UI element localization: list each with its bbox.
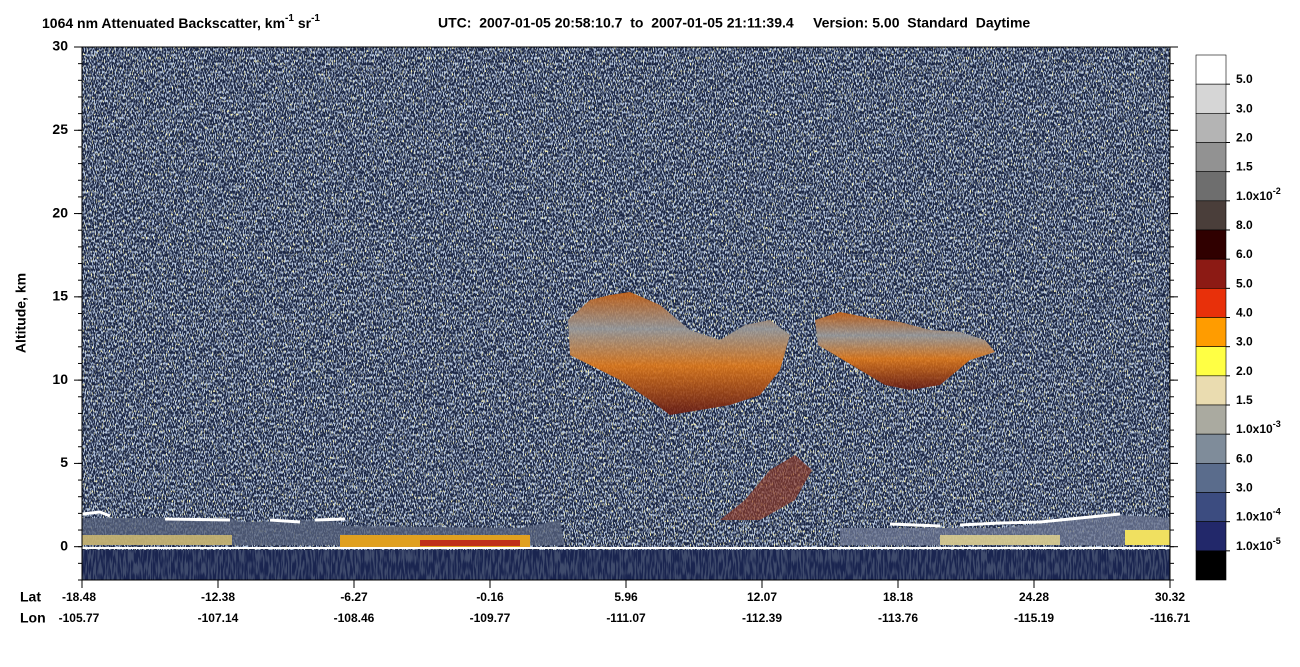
x-prefix: Lon bbox=[20, 610, 46, 626]
lon-tick-label: -115.19 bbox=[1014, 611, 1054, 625]
colorbar-label: 3.0 bbox=[1236, 481, 1253, 495]
colorbar-label: 5.0 bbox=[1236, 72, 1253, 86]
colorbar-label: 1.0x10-4 bbox=[1236, 507, 1281, 524]
lon-tick-label: -116.71 bbox=[1150, 611, 1190, 625]
colorbar-segment bbox=[1195, 521, 1227, 552]
colorbar-segment bbox=[1195, 171, 1227, 202]
chart-subtitle: UTC: 2007-01-05 20:58:10.7 to 2007-01-05… bbox=[438, 15, 1030, 31]
colorbar-label-exponent: -3 bbox=[1273, 420, 1281, 430]
lon-tick-label: -108.46 bbox=[334, 611, 375, 625]
lat-tick-label: -18.48 bbox=[62, 590, 96, 604]
colorbar-segment bbox=[1195, 142, 1227, 172]
lat-tick-label: -0.16 bbox=[476, 590, 504, 604]
colorbar-segment bbox=[1195, 317, 1227, 347]
lat-tick-label: 18.18 bbox=[883, 590, 913, 604]
colorbar-label: 3.0 bbox=[1236, 335, 1253, 349]
lon-tick-label: -105.77 bbox=[59, 611, 100, 625]
colorbar-label: 1.0x10-2 bbox=[1236, 186, 1281, 203]
y-tick-label: 30 bbox=[52, 38, 68, 54]
colorbar-label: 8.0 bbox=[1236, 218, 1253, 232]
colorbar-label-text: 2.0 bbox=[1236, 131, 1253, 145]
colorbar-label: 5.0 bbox=[1236, 277, 1253, 291]
title-part: sr bbox=[294, 15, 312, 31]
colorbar-segment bbox=[1195, 54, 1227, 85]
colorbar-segment bbox=[1195, 550, 1227, 581]
title-part: -1 bbox=[311, 13, 320, 24]
lat-tick-label: 30.32 bbox=[1155, 590, 1185, 604]
colorbar-label-text: 1.0x10 bbox=[1236, 422, 1273, 436]
y-tick-label: 15 bbox=[52, 288, 68, 304]
colorbar-label-text: 1.0x10 bbox=[1236, 189, 1273, 203]
title-part: -1 bbox=[285, 13, 294, 24]
y-tick-label: 25 bbox=[52, 121, 68, 137]
y-tick-label: 10 bbox=[52, 371, 68, 387]
y-tick-label: 20 bbox=[52, 204, 68, 220]
colorbar-label-exponent: -2 bbox=[1273, 186, 1281, 196]
lon-tick-label: -107.14 bbox=[198, 611, 239, 625]
colorbar-segment bbox=[1195, 200, 1227, 231]
y-tick-label: 0 bbox=[60, 537, 68, 553]
colorbar-label-text: 5.0 bbox=[1236, 277, 1253, 291]
colorbar-segment bbox=[1195, 463, 1227, 493]
colorbar-segment bbox=[1195, 83, 1227, 114]
lon-tick-label: -112.39 bbox=[742, 611, 782, 625]
colorbar-label-exponent: -5 bbox=[1273, 536, 1281, 546]
colorbar-label-text: 6.0 bbox=[1236, 247, 1253, 261]
colorbar-label: 2.0 bbox=[1236, 364, 1253, 378]
colorbar-label-text: 1.5 bbox=[1236, 393, 1253, 407]
colorbar-segment bbox=[1195, 346, 1227, 377]
lat-tick-label: -6.27 bbox=[340, 590, 368, 604]
chart-title: 1064 nm Attenuated Backscatter, km-1 sr-… bbox=[42, 13, 320, 31]
lat-tick-label: 5.96 bbox=[614, 590, 638, 604]
colorbar-label: 1.5 bbox=[1236, 160, 1253, 174]
colorbar-label-text: 1.0x10 bbox=[1236, 510, 1273, 524]
lat-tick-label: 24.28 bbox=[1019, 590, 1049, 604]
colorbar-label-text: 5.0 bbox=[1236, 72, 1253, 86]
colorbar-label-exponent: -4 bbox=[1273, 507, 1281, 517]
colorbar-label: 6.0 bbox=[1236, 452, 1253, 466]
colorbar-label: 1.5 bbox=[1236, 393, 1253, 407]
x-prefix: Lat bbox=[20, 589, 41, 605]
colorbar-segment bbox=[1195, 492, 1227, 522]
colorbar-segment bbox=[1195, 229, 1227, 260]
colorbar-label-text: 4.0 bbox=[1236, 306, 1253, 320]
colorbar-segment bbox=[1195, 433, 1227, 464]
y-tick-label: 5 bbox=[60, 454, 68, 470]
lon-tick-label: -113.76 bbox=[878, 611, 918, 625]
colorbar-label: 4.0 bbox=[1236, 306, 1253, 320]
lat-tick-label: -12.38 bbox=[201, 590, 235, 604]
colorbar-label-text: 8.0 bbox=[1236, 218, 1253, 232]
colorbar-label: 3.0 bbox=[1236, 102, 1253, 116]
colorbar-segment bbox=[1195, 375, 1227, 406]
colorbar-segment bbox=[1195, 113, 1227, 143]
colorbar-label-text: 2.0 bbox=[1236, 364, 1253, 378]
colorbar-label: 1.0x10-3 bbox=[1236, 420, 1281, 437]
lon-tick-label: -109.77 bbox=[470, 611, 511, 625]
y-axis-label: Altitude, km bbox=[13, 273, 29, 353]
colorbar-segment bbox=[1195, 404, 1227, 435]
colorbar-label: 6.0 bbox=[1236, 247, 1253, 261]
colorbar-label-text: 1.0x10 bbox=[1236, 539, 1273, 553]
colorbar-segment bbox=[1195, 258, 1227, 289]
colorbar-label-text: 3.0 bbox=[1236, 481, 1253, 495]
colorbar-label-text: 3.0 bbox=[1236, 102, 1253, 116]
lat-tick-label: 12.07 bbox=[747, 590, 777, 604]
colorbar-label-text: 6.0 bbox=[1236, 452, 1253, 466]
colorbar-label-text: 1.5 bbox=[1236, 160, 1253, 174]
colorbar-label: 1.0x10-5 bbox=[1236, 536, 1281, 553]
colorbar-label: 2.0 bbox=[1236, 131, 1253, 145]
backscatter-image bbox=[81, 47, 1170, 580]
colorbar-label-text: 3.0 bbox=[1236, 335, 1253, 349]
title-part: 1064 nm Attenuated Backscatter, km bbox=[42, 15, 285, 31]
lon-tick-label: -111.07 bbox=[606, 611, 646, 625]
colorbar-segment bbox=[1195, 288, 1227, 318]
